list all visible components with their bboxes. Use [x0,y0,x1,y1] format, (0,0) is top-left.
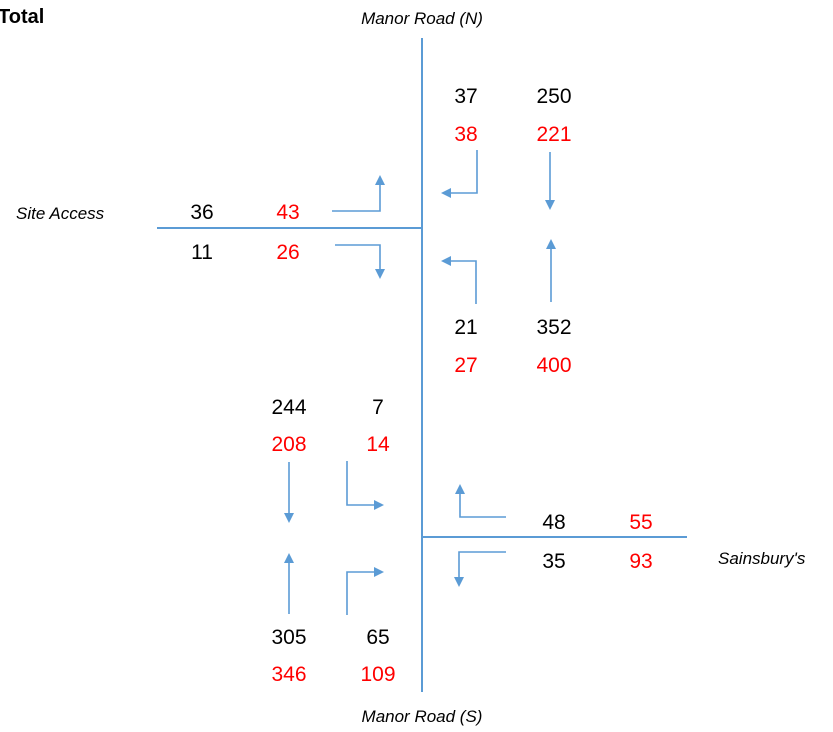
flow-value-north-from-site-b: 27 [454,354,477,377]
flow-value-sainsburys-out-a: 35 [542,550,565,573]
flow-values-north-left-turn: 37 38 [454,85,477,146]
flow-arrow-site-access-out [335,244,385,279]
flow-value-south-down-b: 208 [271,433,306,456]
flow-value-south-up-a: 305 [271,626,306,649]
flow-values-sainsburys-in: 48 55 [542,511,652,534]
flow-arrow-south-to-sainsburys [346,567,384,615]
flow-values-north-straight-up: 352 400 [536,316,571,377]
flow-value-north-from-site-a: 21 [454,316,477,339]
flow-value-site-access-in-a: 36 [190,201,213,224]
road-label-west: Site Access [16,204,105,223]
diagram-title: Total [0,6,44,28]
flow-value-south-up-b: 346 [271,663,306,686]
flow-values-sainsburys-out: 35 93 [542,550,652,573]
flow-value-south-to-sainsburys-b: 109 [360,663,395,686]
flow-value-north-straight-up-a: 352 [536,316,571,339]
flow-value-south-down-a: 244 [271,396,306,419]
flow-value-north-straight-b: 221 [536,123,571,146]
flow-value-site-access-out-a: 11 [191,241,213,264]
flow-values-north-from-site: 21 27 [454,316,477,377]
flow-value-site-access-out-b: 26 [276,241,299,264]
flow-arrow-north-from-site [441,256,477,304]
flow-values-south-down: 244 208 [271,396,306,456]
road-label-north: Manor Road (N) [361,9,483,28]
road-label-south: Manor Road (S) [362,707,483,726]
flow-value-south-right-turn-a: 7 [372,396,384,419]
flow-arrow-site-access-in [332,175,385,212]
flow-values-south-to-sainsburys: 65 109 [360,626,395,686]
flow-value-site-access-in-b: 43 [276,201,299,224]
flow-value-north-left-turn-a: 37 [454,85,477,108]
flow-arrow-north-left-turn [441,150,478,198]
flow-values-site-access-in: 36 43 [190,201,299,224]
flow-arrow-sainsburys-in [455,484,506,518]
flow-value-north-straight-a: 250 [536,85,571,108]
flow-value-sainsburys-in-b: 55 [629,511,652,534]
flow-value-south-to-sainsburys-a: 65 [366,626,389,649]
flow-value-north-left-turn-b: 38 [454,123,477,146]
flow-values-south-up: 305 346 [271,626,306,686]
flow-arrow-south-right-turn [346,461,384,510]
flow-value-south-right-turn-b: 14 [366,433,390,456]
flow-value-north-straight-up-b: 400 [536,354,571,377]
flow-value-sainsburys-in-a: 48 [542,511,565,534]
flow-values-site-access-out: 11 26 [191,241,300,264]
flow-values-north-straight: 250 221 [536,85,571,146]
flow-arrow-sainsburys-out [454,551,506,587]
road-label-east: Sainsbury's [718,549,806,568]
flow-value-sainsburys-out-b: 93 [629,550,652,573]
flow-values-south-right-turn: 7 14 [366,396,390,456]
